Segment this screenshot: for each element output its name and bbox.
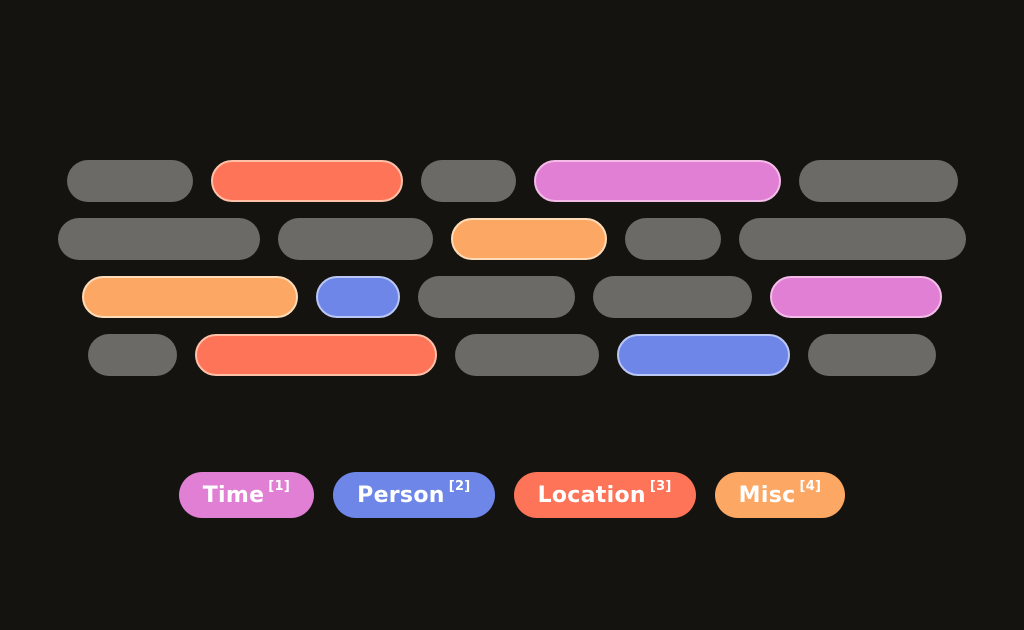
token-pill-location[interactable] — [210, 160, 403, 202]
legend-label-person: Person — [357, 482, 445, 508]
token-pill-unlabeled[interactable] — [455, 334, 599, 376]
legend-shortcut-time: [1] — [268, 478, 291, 494]
legend-label-time: Time — [202, 482, 265, 508]
token-pill-misc[interactable] — [82, 276, 298, 318]
legend-button-time[interactable]: Time [1] — [178, 472, 315, 518]
token-pill-unlabeled[interactable] — [798, 160, 958, 202]
token-pill-unlabeled[interactable] — [625, 218, 721, 260]
legend-shortcut-misc: [4] — [799, 478, 822, 494]
token-pill-person[interactable] — [316, 276, 400, 318]
token-pill-unlabeled[interactable] — [278, 218, 433, 260]
token-row — [0, 276, 1024, 318]
token-pill-unlabeled[interactable] — [58, 218, 260, 260]
token-pill-unlabeled[interactable] — [66, 160, 193, 202]
token-pill-unlabeled[interactable] — [420, 160, 516, 202]
legend-button-location[interactable]: Location [3] — [513, 472, 696, 518]
token-pill-unlabeled[interactable] — [808, 334, 936, 376]
token-pill-time[interactable] — [533, 160, 781, 202]
legend-shortcut-person: [2] — [448, 478, 471, 494]
token-pill-unlabeled[interactable] — [88, 334, 177, 376]
legend-button-person[interactable]: Person [2] — [333, 472, 495, 518]
legend-label-misc: Misc — [738, 482, 796, 508]
token-row — [0, 160, 1024, 202]
token-pill-unlabeled[interactable] — [739, 218, 966, 260]
token-pill-location[interactable] — [195, 334, 437, 376]
legend-button-misc[interactable]: Misc [4] — [714, 472, 846, 518]
token-pill-misc[interactable] — [451, 218, 607, 260]
category-legend: Time [1] Person [2] Location [3] Misc [4… — [0, 472, 1024, 518]
token-pill-unlabeled[interactable] — [418, 276, 575, 318]
token-pill-unlabeled[interactable] — [593, 276, 752, 318]
token-pill-time[interactable] — [770, 276, 942, 318]
legend-shortcut-location: [3] — [649, 478, 672, 494]
token-row — [0, 218, 1024, 260]
token-pill-person[interactable] — [617, 334, 790, 376]
legend-label-location: Location — [537, 482, 646, 508]
token-board — [0, 160, 1024, 392]
token-row — [0, 334, 1024, 376]
